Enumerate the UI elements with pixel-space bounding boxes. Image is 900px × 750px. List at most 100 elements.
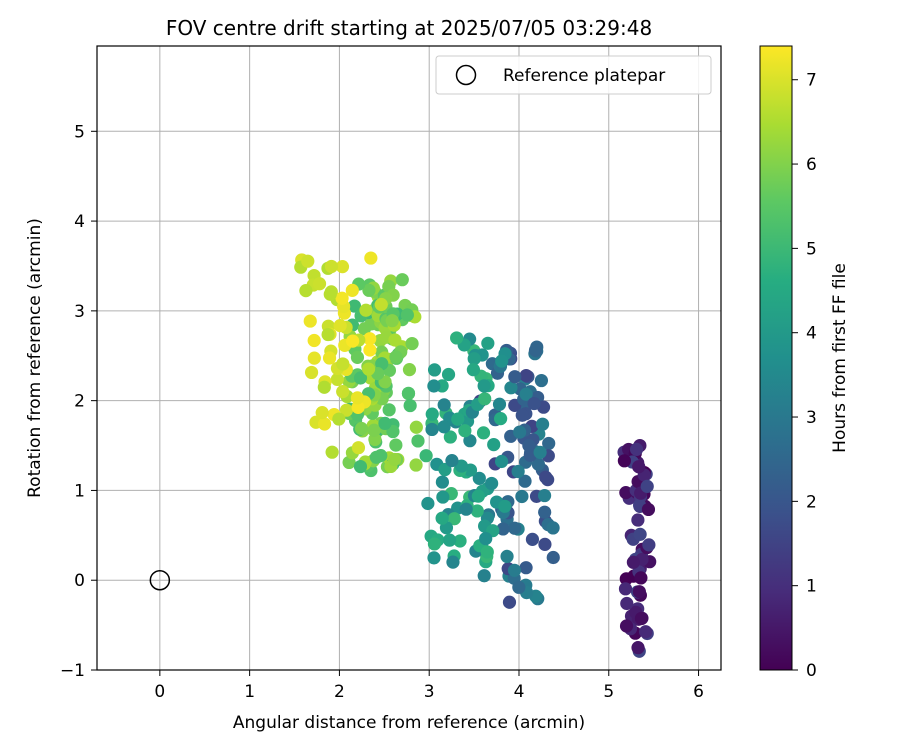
plot-frame — [96, 45, 722, 671]
data-point — [494, 454, 509, 469]
data-point — [450, 331, 464, 345]
data-point — [534, 373, 549, 388]
data-point — [427, 379, 441, 393]
data-point — [542, 436, 556, 451]
data-point — [443, 430, 457, 444]
data-point — [642, 538, 656, 552]
data-point — [525, 532, 540, 546]
y-tick-label: 5 — [74, 122, 85, 142]
data-point — [458, 424, 472, 438]
data-point — [353, 371, 368, 385]
data-point — [538, 537, 552, 551]
data-point — [299, 284, 313, 298]
colorbar-label: Hours from first FF file — [830, 263, 850, 453]
data-point — [324, 259, 339, 274]
data-point — [322, 351, 337, 365]
data-point — [427, 363, 442, 377]
data-point — [508, 521, 522, 535]
data-point — [533, 445, 547, 459]
data-point — [633, 527, 647, 541]
data-point — [631, 513, 645, 527]
data-point — [513, 425, 527, 439]
x-tick-label: 6 — [693, 682, 704, 702]
data-point — [531, 457, 545, 471]
colorbar: 0 1 2 3 4 5 6 7 Hours from first FF file — [759, 45, 850, 681]
data-point — [453, 534, 467, 548]
data-point — [332, 412, 346, 426]
data-point — [504, 381, 518, 395]
data-point — [443, 533, 457, 547]
data-point — [445, 454, 459, 468]
data-point — [389, 438, 403, 452]
data-point — [339, 403, 354, 417]
data-point — [345, 283, 359, 297]
data-point — [437, 420, 451, 434]
data-point — [487, 437, 501, 452]
data-point — [492, 397, 507, 411]
data-point — [527, 396, 541, 411]
data-point — [317, 380, 331, 394]
chart-title: FOV centre drift starting at 2025/07/05 … — [166, 16, 652, 40]
y-tick-label: 4 — [74, 212, 85, 232]
colorbar-tick-label: 7 — [806, 71, 817, 91]
data-point — [386, 424, 400, 439]
data-point — [508, 370, 522, 384]
data-point — [400, 308, 414, 322]
data-point — [441, 367, 456, 382]
data-point — [618, 582, 633, 596]
data-point — [467, 352, 481, 366]
data-point — [537, 488, 552, 503]
data-point — [364, 251, 378, 265]
data-point — [303, 314, 317, 328]
colorbar-tick-label: 1 — [806, 577, 817, 597]
data-point — [419, 449, 433, 463]
y-tick-label: 3 — [74, 302, 85, 322]
data-point — [388, 333, 402, 347]
data-point — [382, 403, 396, 417]
data-point — [401, 386, 416, 400]
colorbar-tick-label: 3 — [806, 408, 817, 428]
x-axis-label: Angular distance from reference (arcmin) — [233, 713, 585, 733]
data-point — [477, 379, 491, 393]
data-point — [351, 400, 365, 414]
y-axis-label: Rotation from reference (arcmin) — [25, 218, 45, 498]
data-point — [350, 350, 365, 364]
data-point — [363, 332, 377, 346]
data-point — [395, 273, 409, 287]
data-point — [336, 357, 350, 371]
data-point — [315, 406, 329, 420]
data-point — [435, 511, 449, 525]
data-point — [502, 595, 517, 609]
data-point — [350, 391, 365, 405]
data-point — [367, 423, 381, 437]
data-point — [494, 412, 508, 426]
x-axis-ticks: 0 1 2 3 4 5 6 — [154, 670, 704, 702]
data-point — [479, 531, 493, 546]
data-point — [515, 408, 529, 422]
data-point — [435, 475, 450, 489]
data-point — [359, 303, 373, 317]
colorbar-gradient — [759, 45, 793, 671]
data-point — [447, 512, 461, 526]
colorbar-tick-label: 2 — [806, 492, 817, 512]
data-point — [378, 416, 392, 431]
data-point — [421, 496, 435, 511]
x-tick-label: 3 — [424, 682, 435, 702]
data-points — [294, 251, 657, 658]
data-point — [369, 450, 383, 464]
data-point — [403, 398, 417, 413]
data-point — [538, 505, 552, 519]
data-point — [471, 489, 485, 503]
data-point — [325, 445, 339, 459]
data-point — [519, 387, 533, 401]
data-point — [511, 464, 525, 479]
y-tick-label: 1 — [74, 481, 85, 501]
data-point — [389, 350, 403, 364]
data-point — [519, 561, 533, 575]
data-point — [425, 422, 439, 437]
colorbar-tick-label: 4 — [806, 324, 817, 344]
y-tick-label: 2 — [74, 392, 85, 412]
data-point — [425, 407, 439, 421]
data-point — [363, 343, 377, 357]
